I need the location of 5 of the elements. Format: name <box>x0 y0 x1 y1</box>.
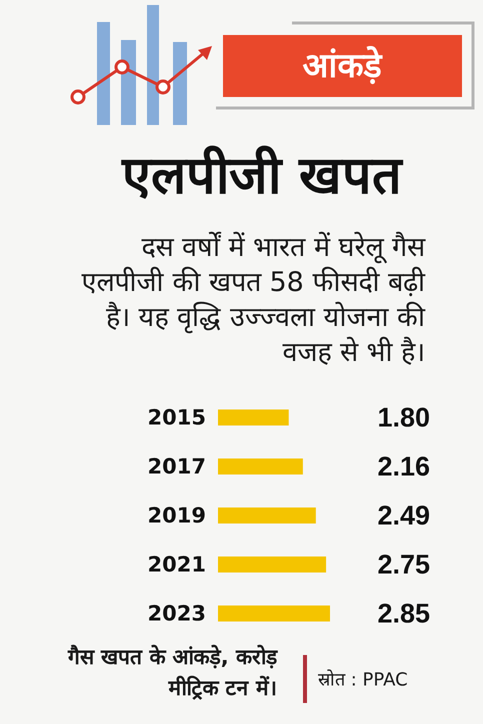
title: एलपीजी खपत <box>122 146 402 206</box>
annotation: गैस खपत के आंकड़े, करोड़ मीट्रिक टन में। <box>68 645 277 700</box>
annotation: आंकड़े <box>302 46 382 86</box>
annotation: स्रोत : PPAC <box>318 670 408 690</box>
subtitle: दस वर्षों में भारत में घरेलू गैस एलपीजी की खपत 58 फीसदी बढ़ी है। यह वृद्धि उज्ज्वला योजना की वजह से भी है। <box>82 232 425 368</box>
